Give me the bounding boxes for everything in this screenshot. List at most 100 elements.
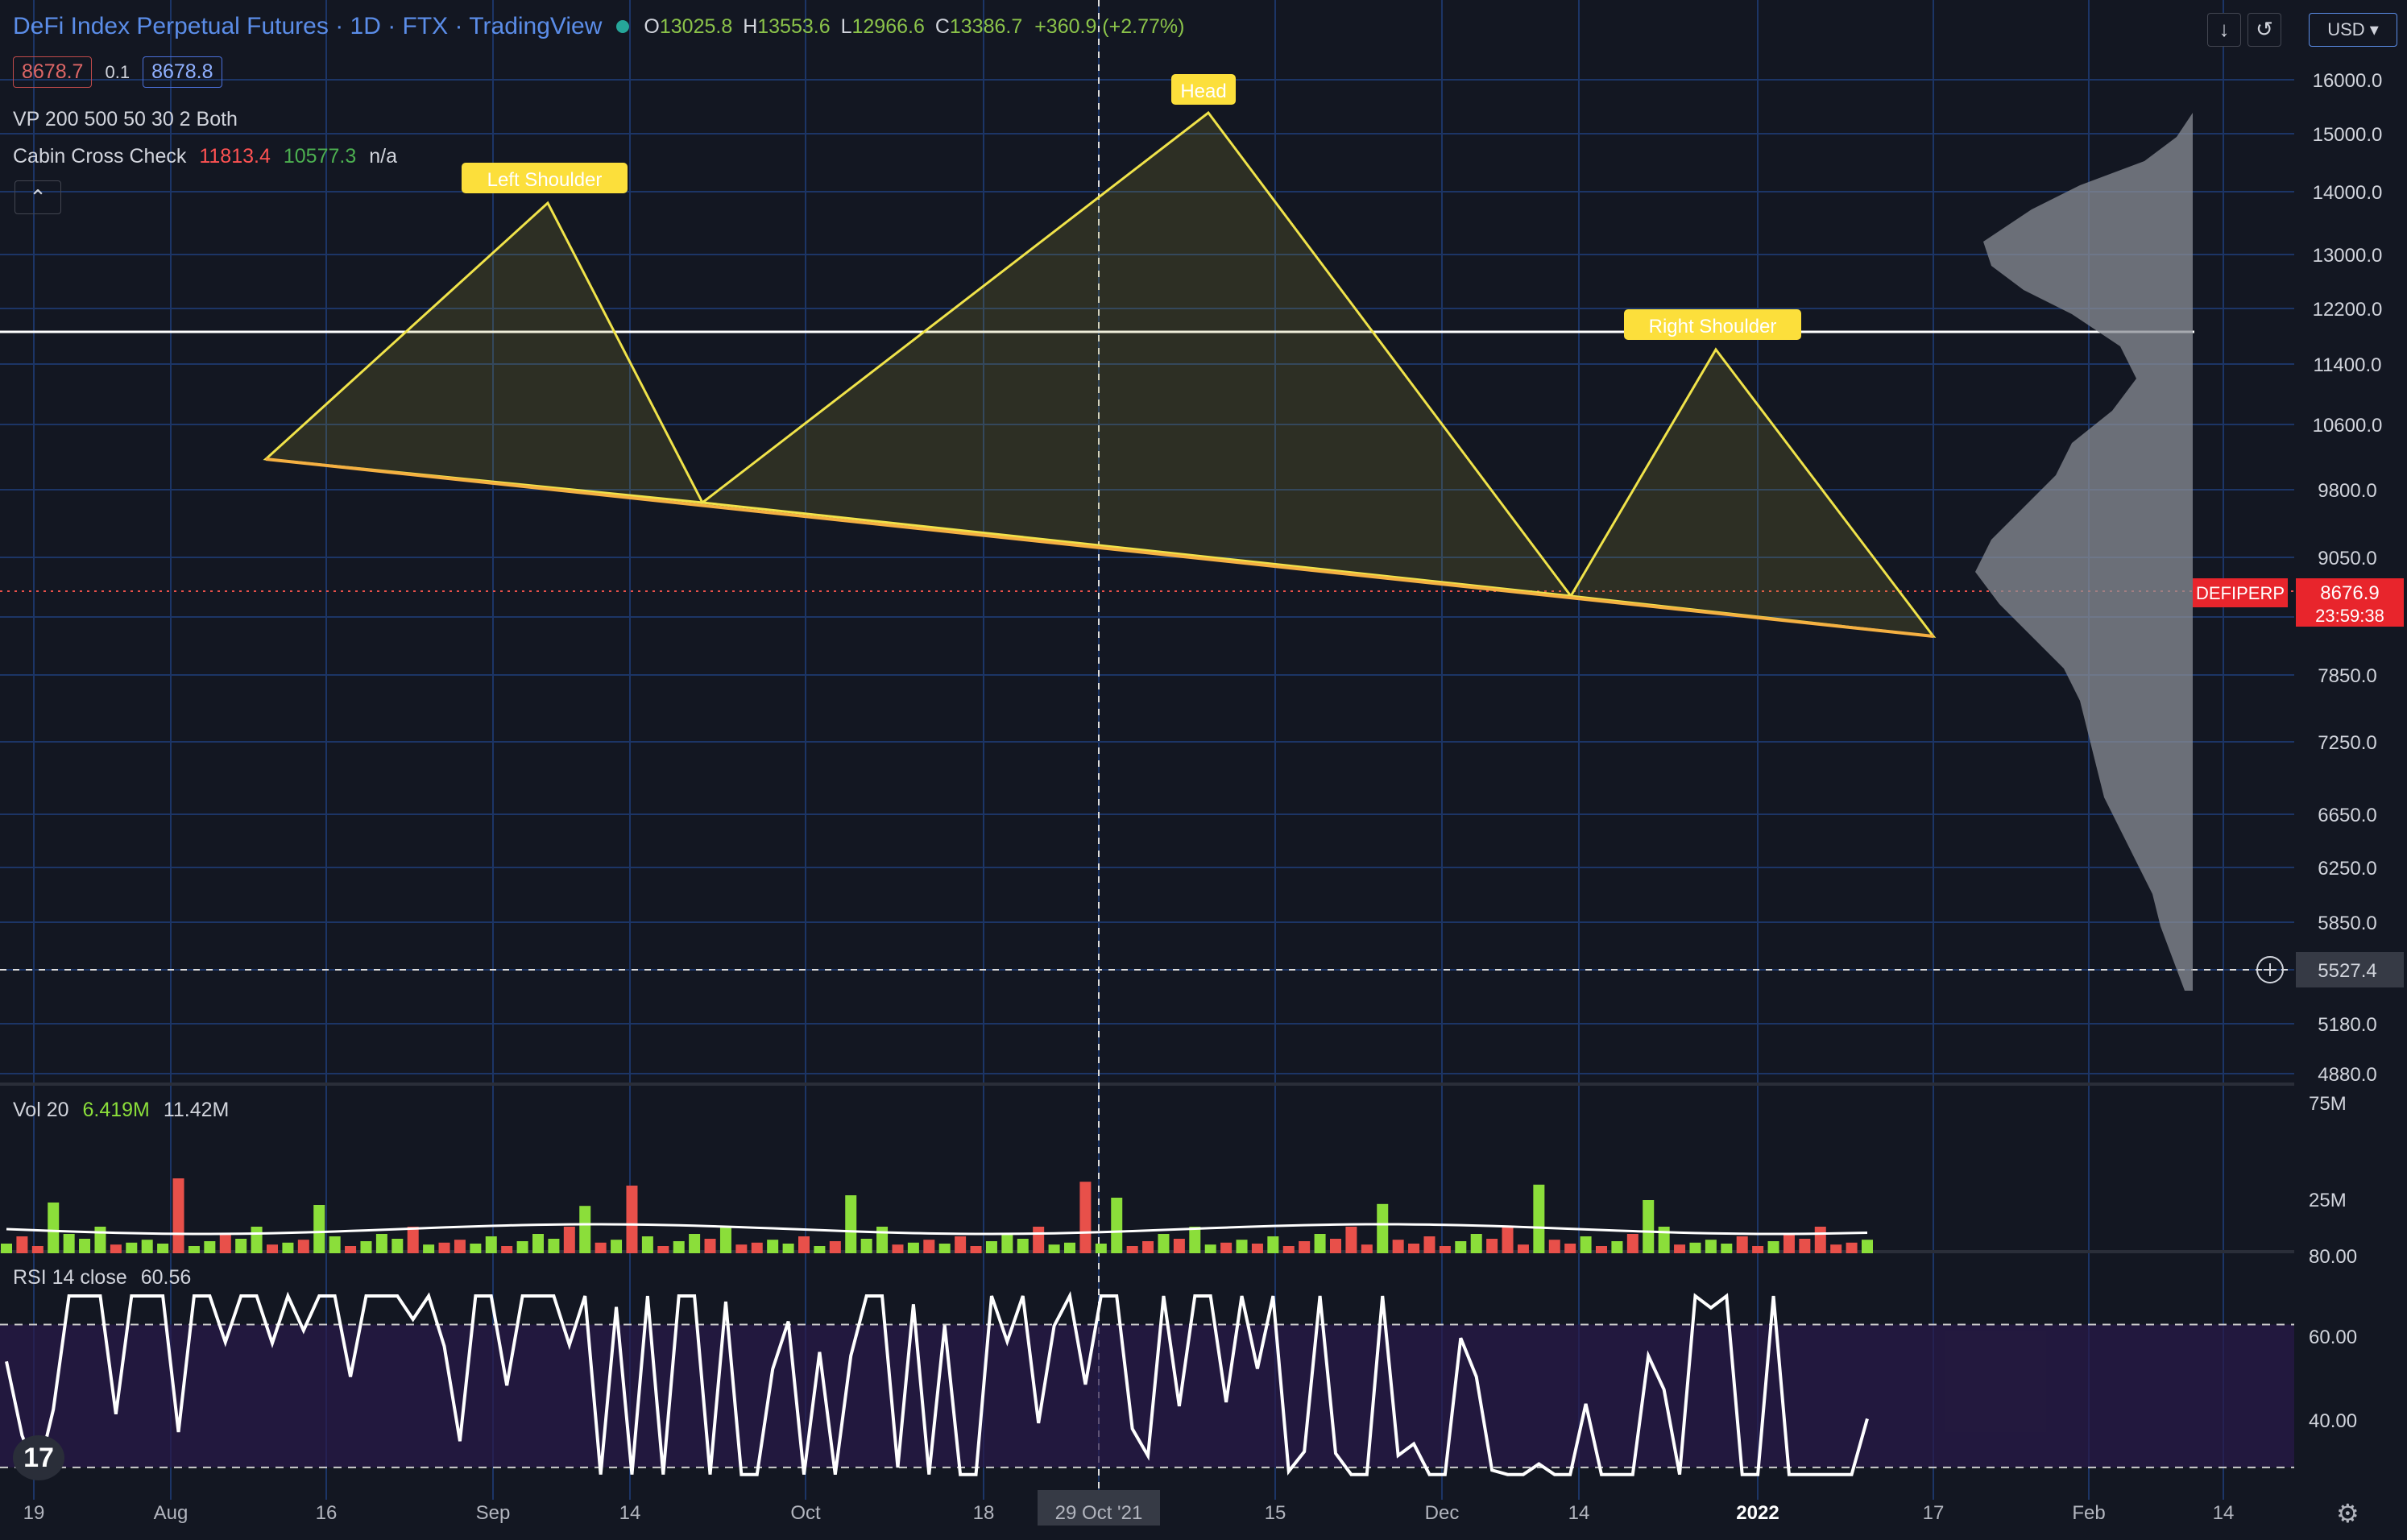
scroll-down-icon[interactable]: ↓ xyxy=(2207,13,2241,47)
chart-header: DeFi Index Perpetual Futures · 1D · FTX … xyxy=(13,13,1184,40)
rsi-tick-label: 60.00 xyxy=(2309,1327,2357,1348)
tradingview-logo-icon[interactable]: 17 xyxy=(13,1435,64,1480)
gear-icon[interactable]: ⚙ xyxy=(2336,1499,2359,1528)
x-tick-label: 29 Oct '21 xyxy=(1055,1502,1143,1524)
volume-bar xyxy=(454,1240,466,1253)
y-tick-label: 13000.0 xyxy=(2313,245,2383,267)
rsi-legend[interactable]: RSI 14 close 60.56 xyxy=(13,1266,191,1290)
x-tick-label: 2022 xyxy=(1736,1502,1779,1524)
volume-bar xyxy=(657,1246,669,1253)
volume-bar xyxy=(16,1236,28,1253)
volume-bar xyxy=(845,1195,857,1253)
volume-bar xyxy=(126,1242,138,1253)
volume-bar xyxy=(860,1239,872,1253)
x-tick-label: Dec xyxy=(1425,1502,1460,1524)
collapse-indicators-button[interactable]: ⌃ xyxy=(14,180,61,214)
volume-bar xyxy=(282,1242,294,1253)
volume-bar xyxy=(375,1234,387,1253)
vp-indicator-label: VP 200 500 50 30 2 Both xyxy=(13,108,238,130)
volume-bar xyxy=(1470,1234,1482,1253)
volume-bar xyxy=(1377,1203,1389,1253)
y-tick-label: 9800.0 xyxy=(2318,480,2376,502)
y-tick-label: 10600.0 xyxy=(2313,415,2383,437)
volume-bar xyxy=(1,1244,12,1253)
volume-bar xyxy=(501,1246,513,1253)
volume-bar xyxy=(1767,1241,1779,1253)
volume-bar xyxy=(1455,1241,1467,1253)
volume-bar xyxy=(1048,1244,1060,1253)
y-tick-label: 5850.0 xyxy=(2318,913,2376,934)
chart-title[interactable]: DeFi Index Perpetual Futures · 1D · FTX … xyxy=(13,13,603,39)
volume-label: Vol 20 xyxy=(13,1099,69,1121)
market-open-icon xyxy=(616,20,630,33)
volume-bar xyxy=(735,1244,748,1253)
currency-select[interactable]: USD ▾ xyxy=(2309,13,2397,47)
volume-bar xyxy=(1548,1240,1560,1253)
volume-bar xyxy=(251,1227,263,1253)
volume-bar xyxy=(1846,1242,1858,1253)
volume-bar xyxy=(345,1246,357,1253)
volume-bar xyxy=(1502,1227,1514,1253)
volume-bar xyxy=(1236,1240,1248,1253)
spread-value: 0.1 xyxy=(105,61,130,82)
volume-bar xyxy=(1423,1236,1436,1253)
volume-bar xyxy=(876,1227,889,1253)
volume-bar xyxy=(594,1242,607,1253)
symbol-tag xyxy=(2193,578,2288,607)
y-tick-label: 12200.0 xyxy=(2313,299,2383,321)
volume-legend[interactable]: Vol 20 6.419M 11.42M xyxy=(13,1099,229,1122)
volume-bar xyxy=(1189,1227,1201,1253)
sell-button[interactable]: 8678.7 xyxy=(13,56,93,88)
volume-bar xyxy=(1158,1234,1170,1253)
vp-indicator-row[interactable]: VP 200 500 50 30 2 Both xyxy=(13,108,238,131)
rsi-band xyxy=(0,1323,2294,1468)
volume-bar xyxy=(329,1236,341,1253)
volume-bar xyxy=(1705,1240,1717,1253)
buy-button[interactable]: 8678.8 xyxy=(143,56,222,88)
x-tick-label: 19 xyxy=(23,1502,45,1524)
volume-bar xyxy=(1017,1239,1029,1253)
head-triangle xyxy=(699,110,1574,598)
volume-bar xyxy=(1126,1246,1138,1253)
volume-bar xyxy=(985,1241,997,1253)
volume-bar xyxy=(1345,1227,1357,1253)
rsi-line xyxy=(5,1290,1869,1480)
volume-bar xyxy=(1001,1234,1013,1253)
y-tick-label: 5180.0 xyxy=(2318,1014,2376,1036)
volume-bar xyxy=(1267,1236,1279,1253)
pattern-label: Head xyxy=(1180,81,1226,102)
crosshair-date-tag xyxy=(1038,1490,1160,1526)
volume-bar xyxy=(1204,1244,1216,1253)
volume-bar xyxy=(157,1244,169,1253)
volume-bar xyxy=(267,1244,278,1253)
y-tick-label: 4880.0 xyxy=(2318,1064,2376,1086)
volume-bar xyxy=(970,1246,982,1253)
volume-bar xyxy=(1564,1244,1576,1253)
cabin-indicator-row[interactable]: Cabin Cross Check 11813.4 10577.3 n/a xyxy=(13,145,397,168)
volume-bar xyxy=(829,1241,841,1253)
x-tick-label: 14 xyxy=(1568,1502,1590,1524)
x-tick-label: 17 xyxy=(1923,1502,1945,1524)
volume-bar xyxy=(751,1242,763,1253)
neckline xyxy=(265,457,1934,638)
y-tick-label: 7250.0 xyxy=(2318,732,2376,754)
volume-bar xyxy=(1220,1242,1232,1253)
volume-bar xyxy=(423,1244,435,1253)
fullscreen-icon[interactable]: ↺ xyxy=(2248,13,2281,47)
volume-bar xyxy=(1033,1227,1045,1253)
head-shoulders-pattern xyxy=(263,110,1937,638)
crosshair-price-tag xyxy=(2296,952,2404,987)
cabin-value-1: 11813.4 xyxy=(199,145,271,168)
volume-bar xyxy=(48,1203,60,1253)
volume-bar xyxy=(1736,1236,1748,1253)
x-tick-label: 15 xyxy=(1265,1502,1286,1524)
last-price-label: 8676.9 xyxy=(2320,582,2379,604)
y-tick-label: 5527.4 xyxy=(2318,960,2376,982)
left-shoulder-triangle xyxy=(263,201,705,504)
volume-bar xyxy=(938,1244,951,1253)
volume-bar xyxy=(485,1236,497,1253)
volume-bar xyxy=(1408,1244,1420,1253)
rsi-band-fill xyxy=(0,1324,2294,1468)
rsi-line xyxy=(5,1290,1869,1480)
